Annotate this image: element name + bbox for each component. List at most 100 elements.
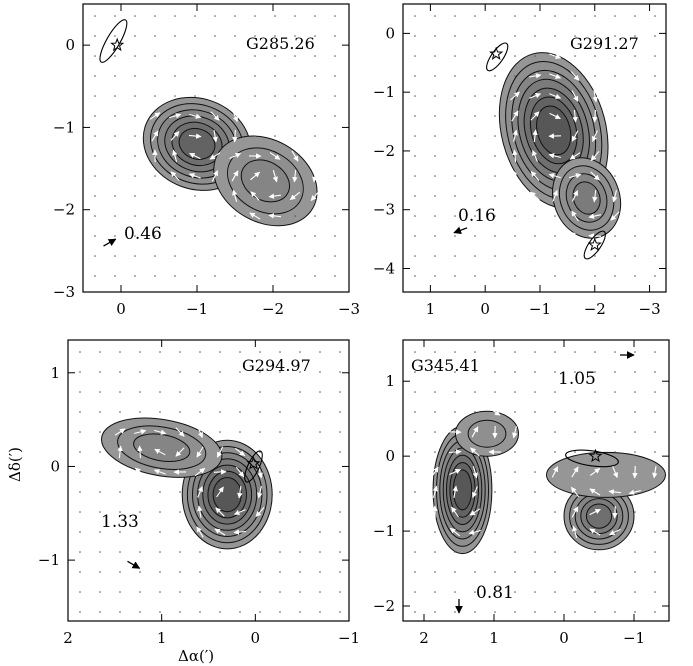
grid-dot (94, 95, 96, 97)
grid-dot (339, 351, 341, 353)
y-tick-label: 0 (385, 447, 395, 465)
grid-dot (474, 135, 476, 137)
grid-dot (79, 351, 81, 353)
grid-dot (99, 411, 101, 413)
grid-dot (119, 351, 121, 353)
grid-dot (319, 491, 321, 493)
grid-dot (314, 95, 316, 97)
grid-dot (179, 591, 181, 593)
grid-dot (574, 15, 576, 17)
grid-dot (654, 531, 656, 533)
grid-dot (614, 571, 616, 573)
grid-dot (474, 115, 476, 117)
grid-dot (614, 351, 616, 353)
grid-dot (434, 215, 436, 217)
grid-dot (514, 15, 516, 17)
grid-dot (219, 571, 221, 573)
grid-dot (239, 371, 241, 373)
grid-dot (494, 611, 496, 613)
grid-dot (334, 135, 336, 137)
grid-dot (114, 195, 116, 197)
grid-dot (434, 431, 436, 433)
grid-dot (414, 551, 416, 553)
grid-dot (414, 215, 416, 217)
grid-dot (139, 351, 141, 353)
grid-dot (534, 591, 536, 593)
grid-dot (99, 571, 101, 573)
y-tick-label: −4 (373, 259, 395, 277)
grid-dot (414, 275, 416, 277)
grid-dot (94, 55, 96, 57)
reference-vector-label: 0.16 (458, 206, 496, 226)
grid-dot (594, 411, 596, 413)
grid-dot (434, 195, 436, 197)
grid-dot (299, 511, 301, 513)
grid-dot (94, 215, 96, 217)
grid-dot (474, 35, 476, 37)
grid-dot (299, 531, 301, 533)
y-tick-label: −1 (373, 522, 395, 540)
grid-dot (114, 35, 116, 37)
grid-dot (174, 35, 176, 37)
grid-dot (494, 255, 496, 257)
grid-dot (274, 135, 276, 137)
grid-dot (514, 35, 516, 37)
y-tick-label: 0 (50, 457, 60, 475)
contour-level (453, 470, 471, 510)
grid-dot (474, 255, 476, 257)
grid-dot (654, 451, 656, 453)
grid-dot (334, 275, 336, 277)
grid-dot (654, 235, 656, 237)
grid-dot (259, 551, 261, 553)
grid-dot (219, 391, 221, 393)
grid-dot (119, 571, 121, 573)
grid-dot (474, 155, 476, 157)
contour-level (547, 452, 666, 497)
grid-dot (654, 431, 656, 433)
y-tick-label: 1 (50, 364, 60, 382)
x-tick-label: 1 (157, 629, 167, 647)
grid-dot (134, 155, 136, 157)
grid-dot (139, 611, 141, 613)
grid-dot (554, 551, 556, 553)
grid-dot (119, 471, 121, 473)
reference-vector (454, 228, 467, 233)
grid-dot (94, 235, 96, 237)
grid-dot (454, 75, 456, 77)
grid-dot (159, 571, 161, 573)
grid-dot (239, 611, 241, 613)
grid-dot (414, 155, 416, 157)
grid-dot (614, 551, 616, 553)
grid-dot (159, 491, 161, 493)
grid-dot (319, 431, 321, 433)
grid-dot (139, 551, 141, 553)
grid-dot (259, 431, 261, 433)
grid-dot (259, 531, 261, 533)
grid-dot (614, 451, 616, 453)
grid-dot (274, 55, 276, 57)
grid-dot (314, 15, 316, 17)
grid-dot (414, 35, 416, 37)
grid-dot (139, 511, 141, 513)
grid-dot (614, 411, 616, 413)
grid-dot (119, 491, 121, 493)
grid-dot (514, 275, 516, 277)
x-tick-label: −3 (338, 300, 360, 318)
x-tick-label: −1 (623, 629, 645, 647)
grid-dot (434, 55, 436, 57)
grid-dot (279, 491, 281, 493)
grid-dot (634, 175, 636, 177)
reference-vector-label: 1.05 (558, 369, 596, 389)
grid-dot (534, 411, 536, 413)
grid-dot (159, 351, 161, 353)
grid-dot (334, 115, 336, 117)
grid-dot (94, 115, 96, 117)
grid-dot (634, 155, 636, 157)
panel-g291: 1 0 −1 −2 −30−1−2−3−4 G291.27 0.16 (373, 4, 666, 318)
grid-dot (434, 451, 436, 453)
grid-dot (434, 611, 436, 613)
grid-dot (414, 411, 416, 413)
grid-dot (254, 55, 256, 57)
grid-dot (414, 471, 416, 473)
grid-dot (514, 531, 516, 533)
